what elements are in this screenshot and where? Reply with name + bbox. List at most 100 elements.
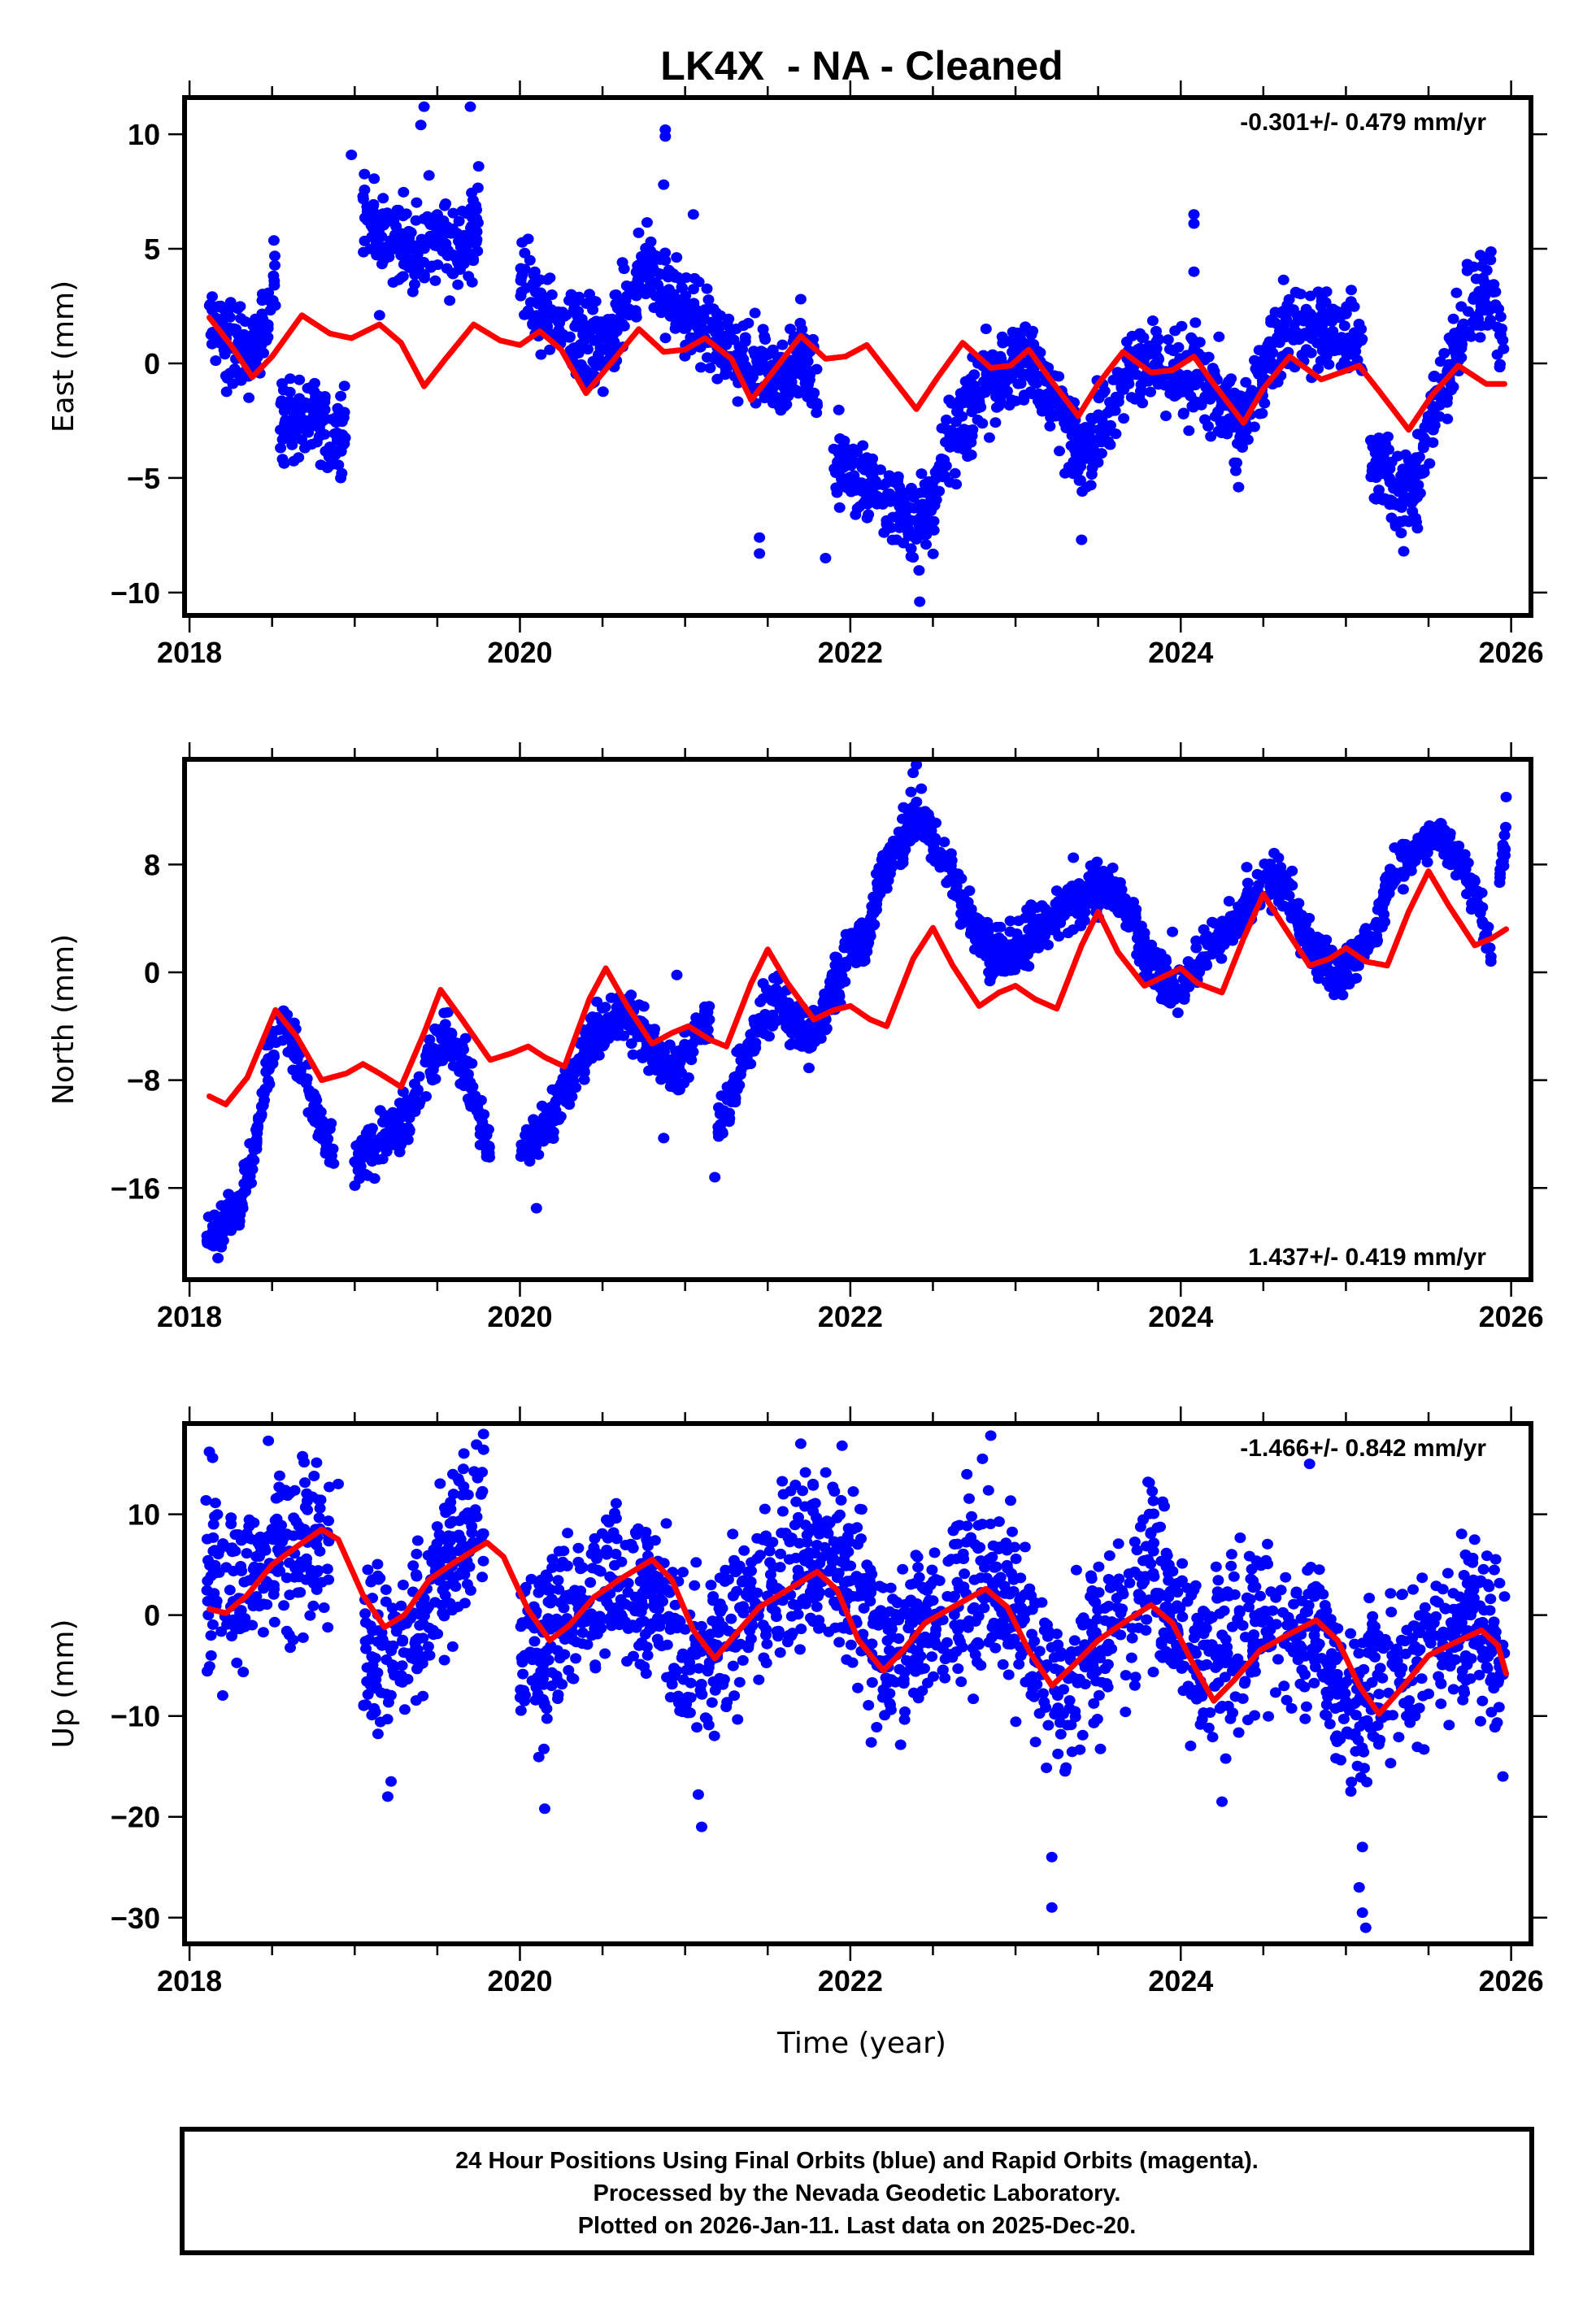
up-data-point [202, 1576, 214, 1587]
east-data-point [335, 390, 347, 402]
east-data-point [971, 396, 982, 407]
up-data-point [258, 1598, 270, 1610]
east-data-point [695, 362, 707, 373]
east-data-point [277, 385, 289, 396]
north-data-point [1223, 896, 1235, 906]
north-data-point [273, 1024, 285, 1036]
east-data-point [668, 268, 680, 280]
up-data-point [476, 1572, 489, 1583]
north-data-point [1241, 862, 1253, 873]
north-data-point [1484, 942, 1496, 954]
east-data-point [833, 404, 845, 415]
up-data-point [225, 1519, 237, 1529]
up-data-point [411, 1535, 424, 1546]
north-data-point [1083, 892, 1095, 903]
east-data-point [666, 306, 677, 316]
east-data-point [1042, 389, 1053, 399]
east-data-point [587, 304, 599, 315]
up-data-point [301, 1495, 313, 1506]
east-data-point [618, 320, 630, 332]
east-data-point [1181, 379, 1193, 390]
east-data-point [951, 406, 963, 417]
north-data-point [750, 1037, 762, 1049]
up-data-point [207, 1519, 220, 1530]
north-data-point [857, 920, 869, 932]
east-data-point [1147, 340, 1159, 351]
east-data-point [1025, 329, 1037, 341]
east-data-point [752, 354, 764, 365]
east-data-point [1050, 411, 1062, 422]
north-data-point [612, 1025, 624, 1037]
east-data-point [346, 150, 358, 160]
north-data-point [1078, 915, 1090, 926]
north-data-point [301, 1073, 313, 1085]
east-data-point [309, 406, 321, 418]
north-data-point [472, 1100, 484, 1111]
north-data-point [381, 1137, 394, 1148]
east-data-point [1150, 350, 1163, 361]
x-tick-label: 2022 [818, 1300, 883, 1333]
east-data-point [515, 272, 528, 283]
east-data-point [949, 467, 961, 479]
north-data-point [1028, 923, 1041, 934]
north-data-point [984, 976, 996, 987]
east-data-point [794, 293, 807, 305]
north-data-point [476, 1116, 489, 1128]
east-data-point [1420, 434, 1432, 446]
north-data-point [1498, 850, 1511, 862]
east-data-point [955, 388, 967, 399]
up-data-point [274, 1565, 285, 1576]
east-data-point [898, 537, 910, 549]
north-data-point [655, 1063, 668, 1074]
north-data-point [413, 1071, 425, 1082]
north-data-point [1103, 874, 1115, 885]
east-data-point [811, 398, 823, 409]
east-data-point [1369, 447, 1381, 459]
north-data-point [313, 1127, 325, 1138]
up-data-point [231, 1657, 243, 1668]
north-data-point [955, 894, 967, 906]
north-data-point [885, 851, 898, 863]
east-data-point [294, 374, 306, 385]
north-data-point [1494, 877, 1506, 889]
east-data-point [233, 337, 245, 348]
east-data-point [992, 383, 1004, 393]
east-data-point [732, 396, 744, 407]
up-data-point [201, 1666, 213, 1677]
up-data-point [459, 1569, 471, 1580]
east-data-point [1176, 320, 1188, 332]
north-panel: 2018 2020 2022 2024 2026−16−808 North (mm) 1… [47, 742, 1547, 1333]
east-data-point [515, 263, 527, 274]
north-data-point [1159, 954, 1172, 965]
east-data-point [616, 257, 628, 268]
north-data-point [919, 806, 931, 817]
east-data-point [866, 454, 878, 465]
east-data-point [659, 254, 672, 266]
up-data-point [311, 1539, 323, 1550]
north-data-point [1397, 884, 1409, 895]
north-data-point [933, 858, 945, 869]
east-data-point [652, 280, 664, 291]
east-data-point [1377, 493, 1389, 504]
east-data-point [841, 456, 853, 467]
east-data-point [1053, 371, 1065, 382]
east-data-point [702, 294, 715, 306]
east-data-point [395, 272, 407, 283]
east-data-point [515, 286, 528, 298]
north-data-point [1264, 859, 1276, 870]
up-data-point [411, 1571, 423, 1582]
x-tick-label: 2026 [1479, 636, 1544, 669]
east-data-point [1338, 320, 1350, 332]
north-data-point [238, 1186, 250, 1198]
east-data-point [1225, 373, 1237, 385]
east-data-point [905, 551, 917, 562]
east-data-point [1345, 349, 1357, 360]
east-data-point [701, 283, 713, 294]
north-data-point [515, 1139, 528, 1150]
east-data-point [1215, 428, 1228, 438]
east-data-point [250, 318, 262, 329]
east-data-point [465, 222, 476, 233]
east-data-point [671, 252, 683, 263]
